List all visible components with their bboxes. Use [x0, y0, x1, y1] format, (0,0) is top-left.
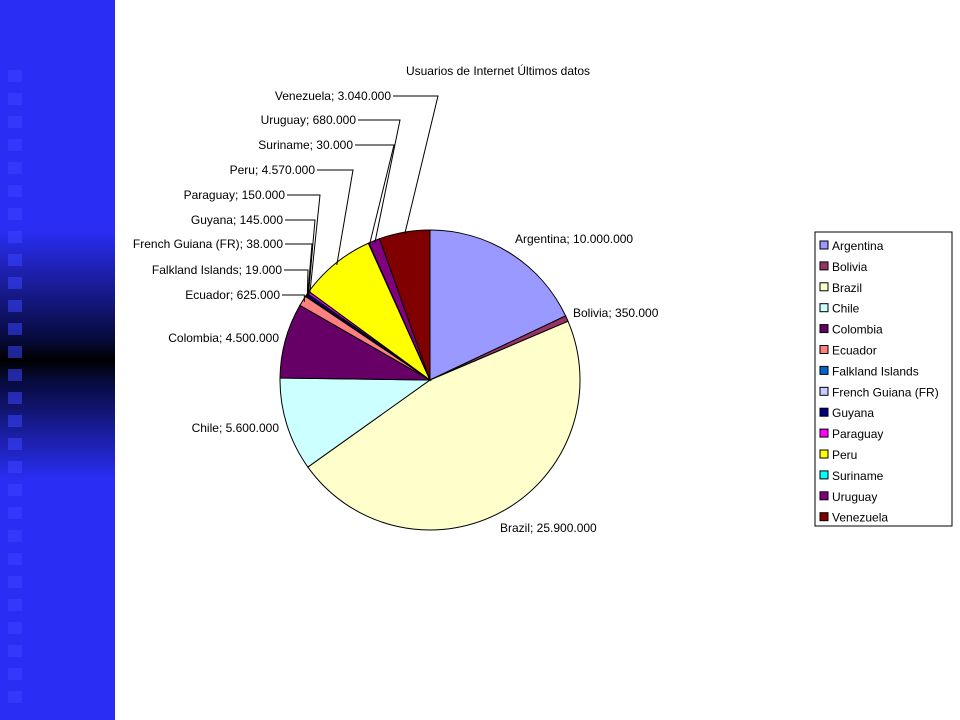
- legend-entry-ecuador: Ecuador: [832, 344, 877, 358]
- data-label-suriname: Suriname; 30.000: [258, 138, 353, 152]
- legend-entry-bolivia: Bolivia: [832, 260, 868, 274]
- legend-entry-paraguay: Paraguay: [832, 427, 883, 441]
- legend-swatch-falkland-islands: [819, 365, 829, 375]
- legend-swatch-argentina: [819, 240, 829, 250]
- sidebar-square: [8, 346, 22, 358]
- sidebar-square: [8, 553, 22, 565]
- legend-entry-uruguay: Uruguay: [832, 490, 877, 504]
- pie-slices: [279, 229, 581, 531]
- sidebar-square: [8, 70, 22, 82]
- leader-line-paraguay: [287, 194, 321, 294]
- data-label-brazil: Brazil; 25.900.000: [500, 521, 597, 535]
- legend: Argentina Bolivia Brazil Chile Colombia Ecuad…: [814, 231, 953, 527]
- legend-entry-argentina: Argentina: [832, 239, 884, 253]
- sidebar-square: [8, 185, 22, 197]
- leader-line-guyana: [285, 219, 316, 296]
- sidebar-square: [8, 438, 22, 450]
- legend-entry-guyana: Guyana: [832, 406, 874, 420]
- sidebar-square: [8, 461, 22, 473]
- sidebar-square: [8, 530, 22, 542]
- sidebar-square: [8, 415, 22, 427]
- sidebar-square: [8, 369, 22, 381]
- legend-swatch-guyana: [819, 407, 829, 417]
- legend-swatch-french-guiana-fr: [819, 386, 829, 396]
- sidebar-square: [8, 484, 22, 496]
- sidebar-square: [8, 277, 22, 289]
- pie-slice-argentina: [429, 229, 567, 381]
- leader-line-uruguay: [358, 119, 401, 243]
- data-label-peru: Peru; 4.570.000: [230, 163, 316, 177]
- legend-entry-brazil: Brazil: [832, 281, 862, 295]
- data-label-uruguay: Uruguay; 680.000: [261, 113, 357, 127]
- leader-line-peru: [317, 169, 354, 266]
- legend-swatch-chile: [819, 303, 829, 313]
- sidebar-square: [8, 668, 22, 680]
- sidebar-square: [8, 622, 22, 634]
- pie-slice-brazil: [307, 320, 581, 531]
- data-label-guyana: Guyana; 145.000: [191, 213, 283, 227]
- legend-swatch-peru: [819, 449, 829, 459]
- data-label-falkland-islands: Falkland Islands; 19.000: [152, 263, 282, 277]
- leader-line-suriname: [355, 144, 395, 246]
- leader-line-ecuador: [282, 294, 305, 302]
- data-labels: Argentina; 10.000.000 Bolivia; 350.000 Bra…: [133, 89, 659, 535]
- legend-entry-colombia: Colombia: [832, 323, 883, 337]
- data-label-argentina: Argentina; 10.000.000: [515, 232, 633, 246]
- legend-entry-venezuela: Venezuela: [832, 511, 888, 525]
- legend-entry-french-guiana-fr: French Guiana (FR): [832, 385, 939, 399]
- chart-title: Usuarios de Internet Últimos datos: [406, 63, 590, 78]
- leader-lines: [282, 95, 439, 302]
- leader-line-falkland-islands: [284, 269, 309, 298]
- legend-entry-chile: Chile: [832, 302, 860, 316]
- sidebar-square: [8, 254, 22, 266]
- leader-line-venezuela: [393, 95, 439, 235]
- legend-swatch-ecuador: [819, 345, 829, 354]
- sidebar-square: [8, 231, 22, 243]
- sidebar-square: [8, 116, 22, 128]
- data-label-ecuador: Ecuador; 625.000: [185, 288, 280, 302]
- legend-entry-suriname: Suriname: [832, 469, 884, 483]
- sidebar-square: [8, 691, 22, 703]
- sidebar-square: [8, 300, 22, 312]
- sidebar-square: [8, 208, 22, 220]
- data-label-chile: Chile; 5.600.000: [192, 421, 280, 435]
- pie-slice-chile: [279, 377, 432, 468]
- sidebar-square: [8, 93, 22, 105]
- data-label-venezuela: Venezuela; 3.040.000: [275, 89, 391, 103]
- slide-sidebar: [0, 0, 115, 720]
- sidebar-square: [8, 576, 22, 588]
- legend-swatch-suriname: [819, 470, 829, 480]
- sidebar-square: [8, 139, 22, 151]
- leader-line-french-guiana-fr: [285, 243, 313, 297]
- sidebar-square: [8, 507, 22, 519]
- data-label-french-guiana-fr: French Guiana (FR); 38.000: [133, 237, 283, 251]
- sidebar-square: [8, 392, 22, 404]
- pie-slice-venezuela: [378, 229, 431, 381]
- sidebar-square: [8, 645, 22, 657]
- legend-swatch-colombia: [819, 324, 829, 334]
- data-label-colombia: Colombia; 4.500.000: [168, 331, 279, 345]
- sidebar-square: [8, 323, 22, 335]
- data-label-paraguay: Paraguay; 150.000: [184, 188, 286, 202]
- data-label-bolivia: Bolivia; 350.000: [573, 306, 659, 320]
- sidebar-square: [8, 162, 22, 174]
- legend-entry-peru: Peru: [832, 448, 857, 462]
- sidebar-square: [8, 599, 22, 611]
- legend-box: [814, 231, 953, 527]
- legend-swatch-brazil: [819, 282, 829, 292]
- legend-entry-falkland-islands: Falkland Islands: [832, 364, 919, 378]
- legend-swatch-uruguay: [819, 491, 829, 501]
- legend-swatch-venezuela: [819, 512, 829, 522]
- legend-swatch-bolivia: [819, 261, 829, 271]
- legend-swatch-paraguay: [819, 428, 829, 438]
